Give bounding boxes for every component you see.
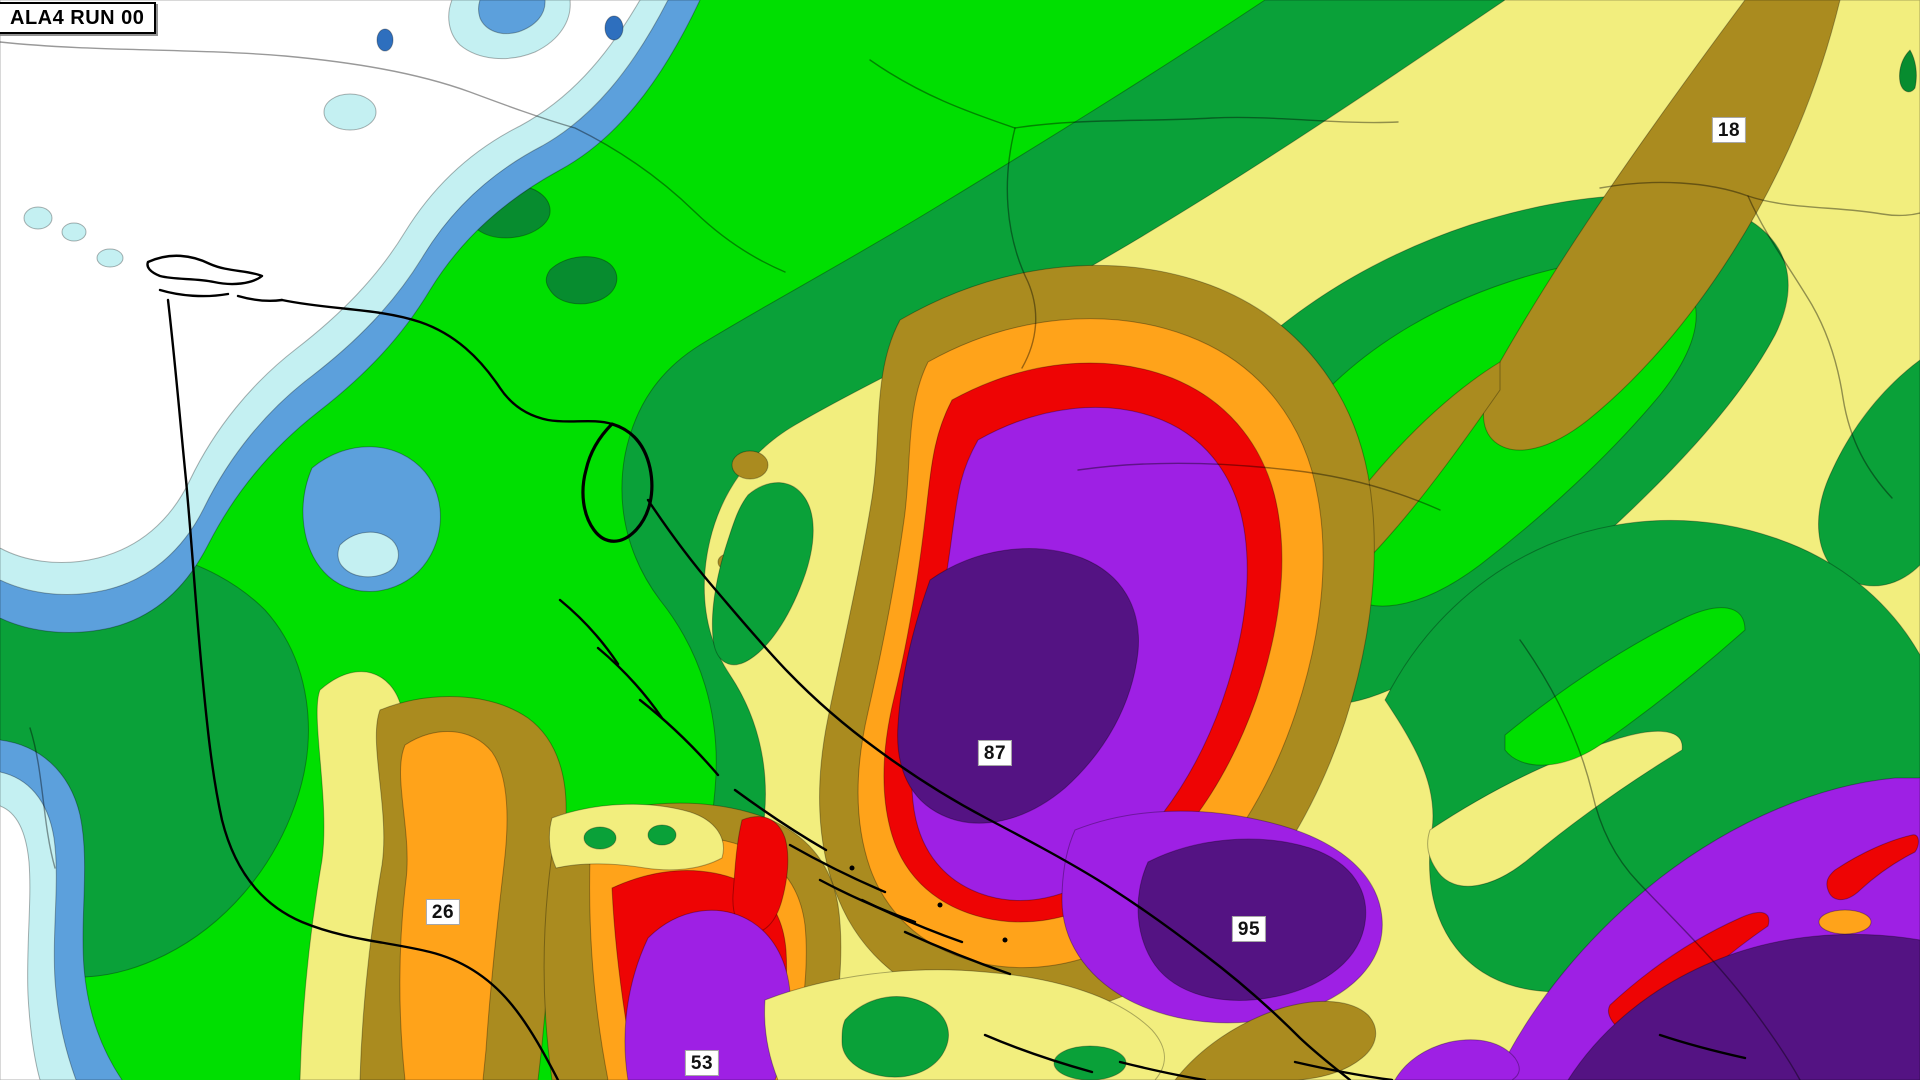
contour-blue-sea-patch [302,446,441,592]
value-label: 95 [1231,916,1267,942]
coast-venice-lagoon [146,254,264,286]
coast-island-krk [596,646,664,720]
contour-green-tongue [711,482,814,666]
contour-brightgreen-streak-bottomright [1504,607,1746,766]
contour-darkgreen-blob-2 [545,256,618,305]
coast-island-se-1 [983,1033,1094,1074]
coast-archipelago-4 [903,930,1012,976]
coastlines [146,254,1747,1080]
coast-islet-dot-1 [849,865,855,871]
country-borders [0,41,1920,1080]
contour-green-blob-pocket-1 [841,996,949,1078]
contour-white-nw [0,0,641,563]
contour-midgreen-right-edge [1818,359,1920,587]
value-label: 87 [977,740,1013,766]
border-line-nw [0,41,786,273]
contour-darkblue-dot-1 [376,28,394,52]
contour-cyan-dot-2 [61,222,87,242]
coast-island-cres [558,598,620,666]
coast-island-rab [638,698,720,777]
coast-italy-west [166,298,560,1080]
contour-cyan-curl-sea [337,531,399,578]
coast-archipelago-3 [860,898,964,944]
coast-island-pag [733,788,828,852]
contour-cyan-dot-3 [96,248,124,268]
contour-olive-band-18 [1483,0,1841,451]
model-run-label: ALA4 RUN 00 [0,2,157,34]
coast-archipelago-1 [788,843,887,894]
border-line-left-mass [29,727,56,869]
coast-north-adriatic [280,298,614,426]
contour-darkpurple-corner [1567,933,1920,1080]
border-line-top-vertical [869,59,1037,369]
contour-green-dot-b [647,824,677,846]
contour-red-slash-corner-2 [1826,834,1919,901]
contour-white-column-sw [0,805,41,1080]
contour-darkpurple-core-87 [897,548,1140,824]
contour-cyan-blob-mid [323,93,377,131]
contour-darkblue-dot-2 [604,15,624,41]
contour-olive-dot-1 [731,450,769,480]
border-line-bottomright [1519,639,1801,1080]
border-line-central [1077,462,1441,511]
contour-green-dot-a [583,826,617,850]
coast-lagoon-islets [158,288,284,302]
border-line-top-horizontal [1014,116,1399,129]
coast-islet-dot-3 [1002,937,1008,943]
contour-orange-sliver-corner [1818,909,1872,935]
border-line-topright-v [1747,195,1893,499]
contour-blue-blob-topedge [478,0,546,35]
coast-croatia-main [646,498,1352,1080]
contour-yellow-strip-53-north [548,803,724,871]
border-line-topright-h [1599,181,1920,217]
coast-island-se-3 [1293,1060,1394,1080]
contour-red-channel [732,816,789,933]
coast-island-se-4 [1658,1033,1747,1060]
contour-cyan-dot-1 [23,206,53,230]
coast-island-se-2 [1118,1060,1207,1080]
value-label: 53 [684,1050,720,1076]
value-label: 26 [425,899,461,925]
coast-islet-dot-2 [937,902,943,908]
value-label: 18 [1711,117,1747,143]
contour-darkgreen-sliver-topright [1899,49,1917,93]
contour-purple-bottom-bit [1394,1039,1520,1080]
coast-istria [581,422,654,543]
